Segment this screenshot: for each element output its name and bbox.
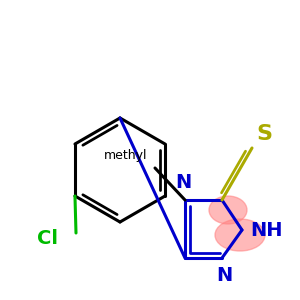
Text: S: S [256, 124, 272, 144]
Text: Cl: Cl [37, 229, 58, 247]
Text: N: N [216, 266, 232, 285]
Ellipse shape [215, 219, 265, 251]
Text: methyl: methyl [103, 149, 147, 162]
Ellipse shape [209, 196, 247, 224]
Text: N: N [175, 173, 191, 192]
Text: NH: NH [250, 220, 283, 239]
